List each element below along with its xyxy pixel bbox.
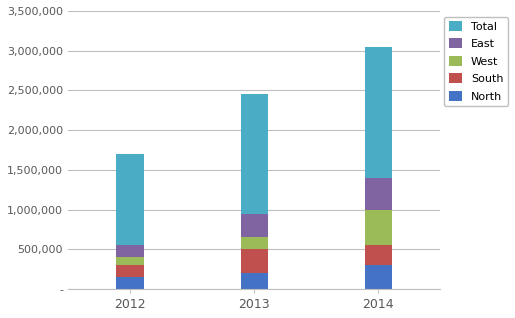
Bar xyxy=(241,273,268,289)
Legend: Total, East, West, South, North: Total, East, West, South, North xyxy=(444,17,508,106)
Bar xyxy=(241,249,268,273)
Bar xyxy=(365,265,392,289)
Bar xyxy=(365,210,392,245)
Bar xyxy=(116,257,144,265)
Bar xyxy=(365,47,392,178)
Bar xyxy=(241,237,268,249)
Bar xyxy=(365,245,392,265)
Bar xyxy=(116,245,144,257)
Bar xyxy=(365,178,392,210)
Bar xyxy=(116,265,144,277)
Bar xyxy=(241,214,268,237)
Bar xyxy=(116,277,144,289)
Bar xyxy=(116,154,144,245)
Bar xyxy=(241,94,268,214)
